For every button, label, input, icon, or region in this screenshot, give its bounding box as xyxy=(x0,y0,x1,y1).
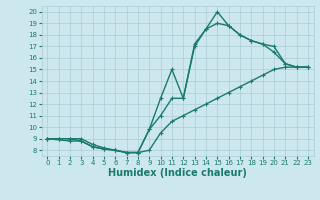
X-axis label: Humidex (Indice chaleur): Humidex (Indice chaleur) xyxy=(108,168,247,178)
